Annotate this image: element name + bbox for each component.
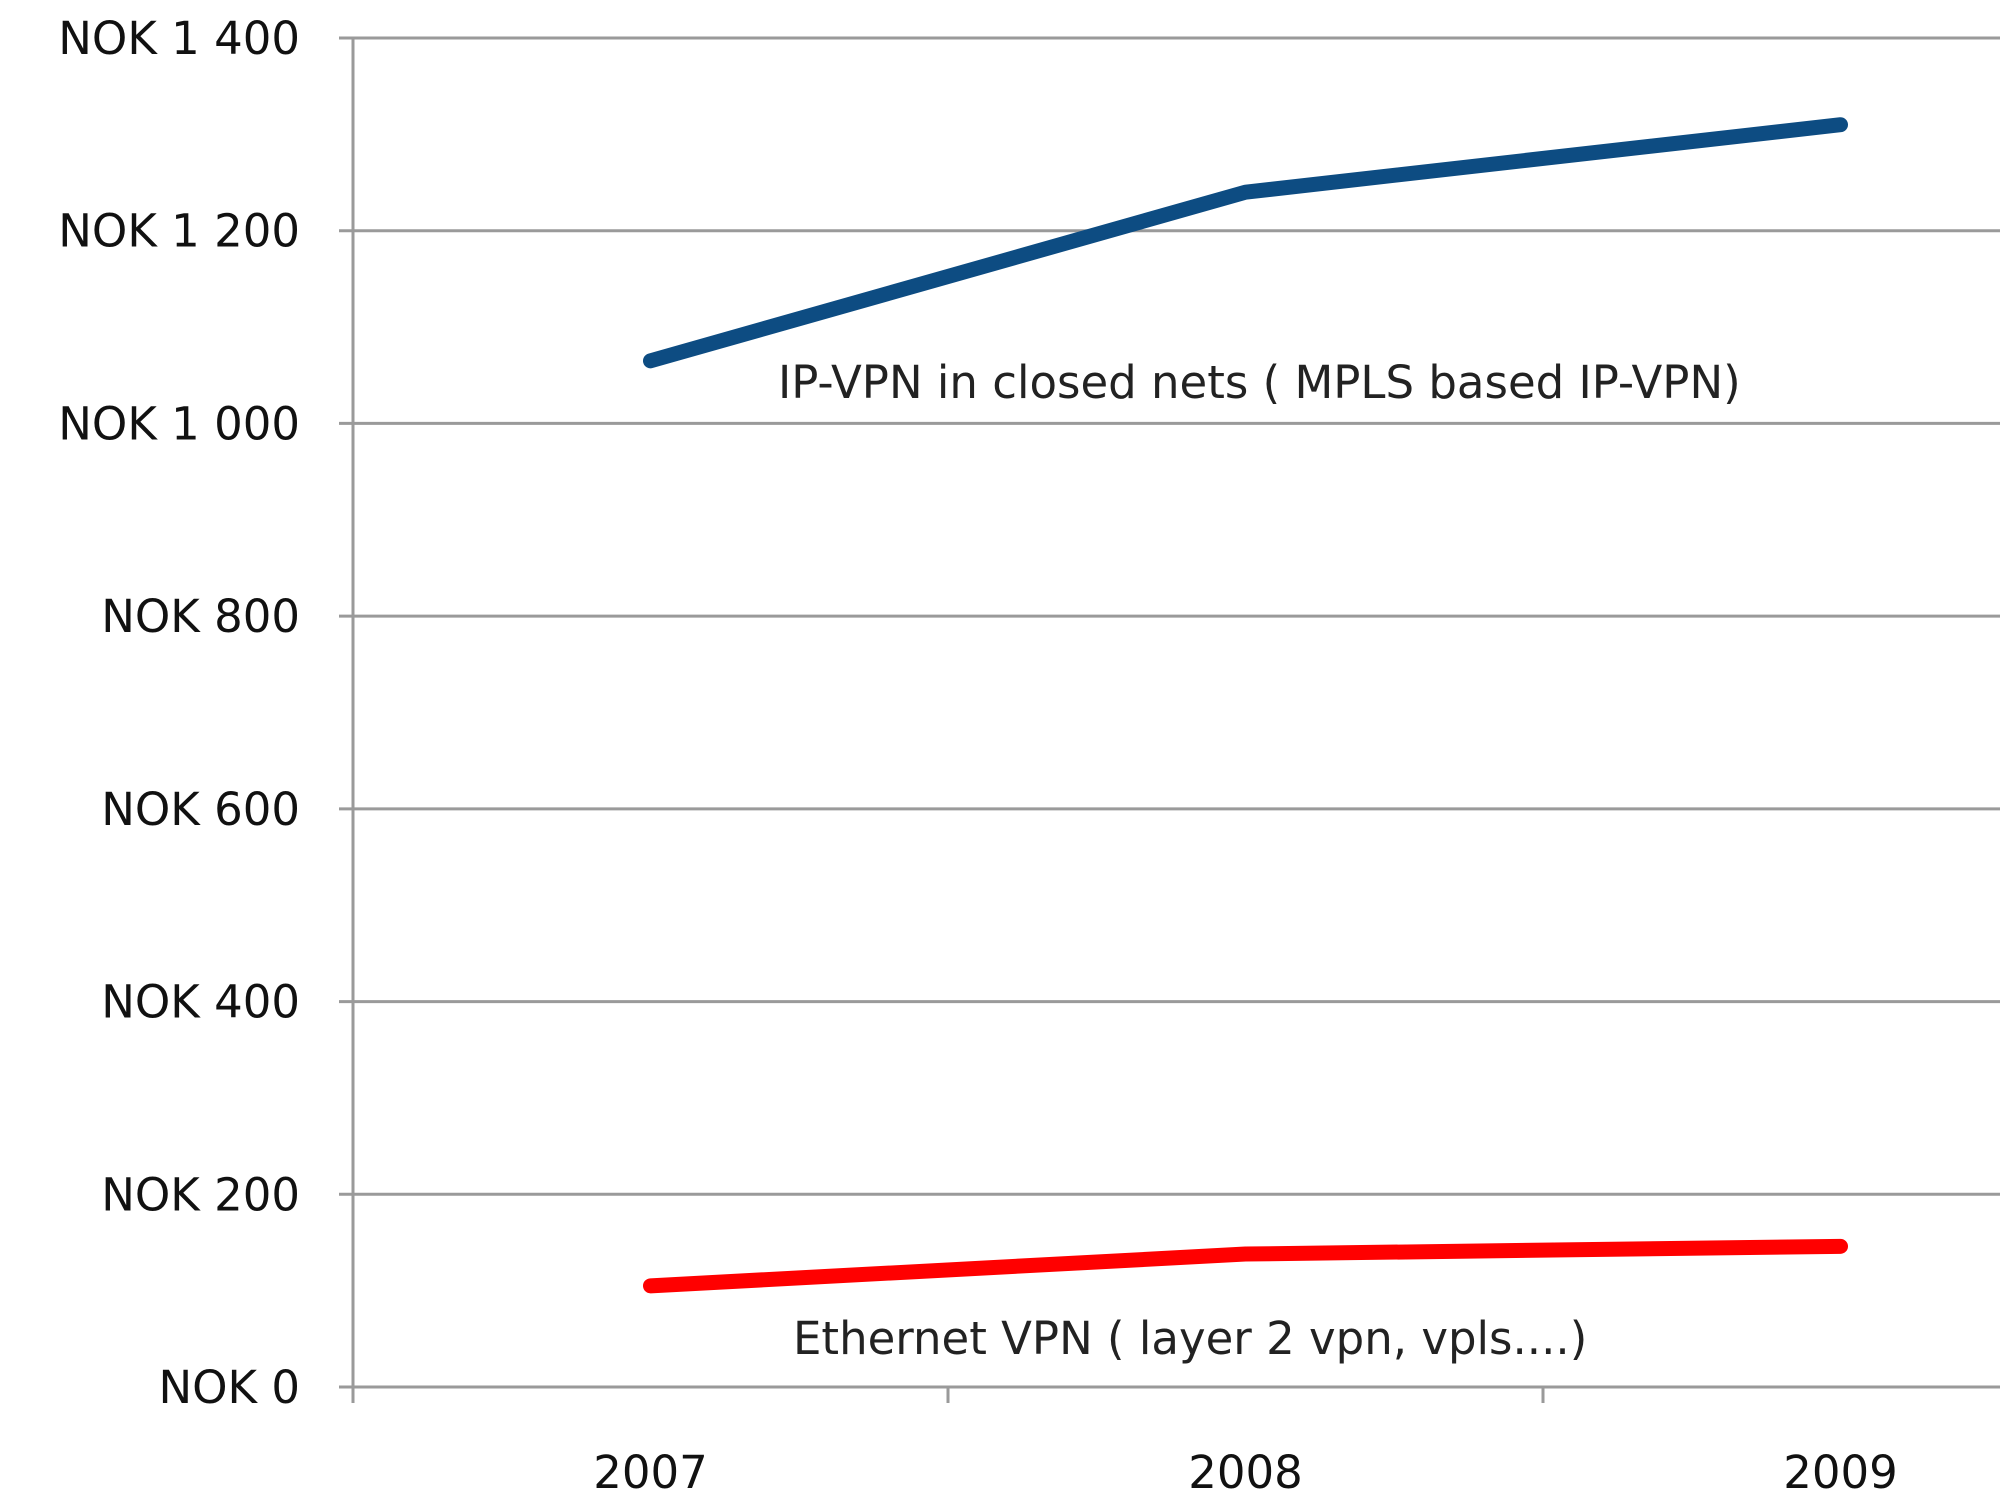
x-tick-label: 2008 [1188,1446,1303,1499]
y-tick-label: NOK 1 200 [58,205,300,258]
series-line-0 [643,117,1848,369]
y-tick-label: NOK 400 [101,976,300,1029]
y-tick-label: NOK 600 [101,783,300,836]
y-tick-labels: NOK 0 NOK 200 NOK 400 NOK 600 NOK 800 NOK 1 0… [58,12,300,1414]
series-label-ethernet-vpn: Ethernet VPN ( layer 2 vpn, vpls....) [793,1312,1587,1365]
x-tick-label: 2007 [593,1446,708,1499]
gridlines [339,36,2000,1389]
x-tick-label: 2009 [1783,1446,1898,1499]
series-line-1 [643,1238,1848,1294]
y-tick-label: NOK 0 [158,1361,300,1414]
y-tick-label: NOK 800 [101,590,300,643]
y-tick-label: NOK 1 400 [58,12,300,65]
axes [351,38,1545,1403]
series-label-ip-vpn: IP-VPN in closed nets ( MPLS based IP-VP… [778,356,1741,409]
series-lines [643,117,1848,1294]
y-tick-label: NOK 1 000 [58,397,300,450]
x-tick-labels: 2007 2008 2009 [593,1446,1898,1499]
y-tick-label: NOK 200 [101,1168,300,1221]
